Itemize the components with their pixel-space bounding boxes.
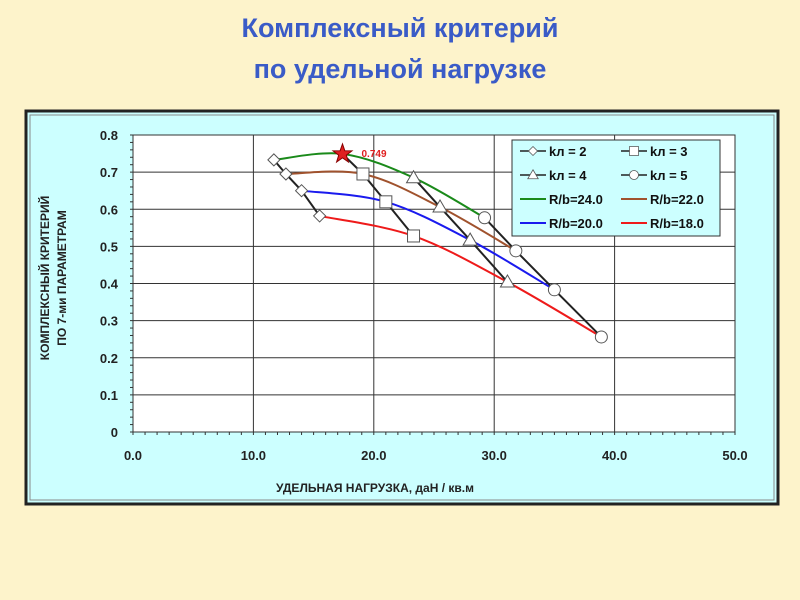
slide-title-line1: Комплексный критерий: [241, 13, 559, 43]
legend-label: R/b=18.0: [650, 216, 704, 231]
legend-item: kл = 5: [621, 168, 688, 183]
y-tick-label: 0.8: [100, 128, 118, 143]
circle-marker: [509, 244, 523, 258]
x-axis-title: УДЕЛЬНАЯ НАГРУЗКА, даН / кв.м: [276, 481, 474, 495]
series-line-20.0: [301, 189, 555, 291]
series-line-kl: [341, 153, 415, 237]
y-tick-label: 0.7: [100, 165, 118, 180]
circle-marker: [547, 283, 561, 297]
slide-title-line2: по удельной нагрузке: [253, 54, 547, 84]
square-marker: [356, 167, 370, 181]
y-tick-label: 0.1: [100, 388, 118, 403]
star-marker-icon: [331, 142, 354, 164]
y-axis-title-line1: КОМПЛЕКСНЫЙ КРИТЕРИЙ: [37, 196, 52, 360]
legend-label: R/b=20.0: [549, 216, 603, 231]
legend-item: R/b=24.0: [520, 192, 603, 207]
x-tick-label: 30.0: [482, 448, 507, 463]
diamond-marker: [279, 167, 293, 181]
diamond-marker: [294, 183, 309, 198]
y-tick-label: 0.5: [100, 239, 118, 254]
triangle-marker: [432, 199, 448, 213]
diamond-marker: [527, 145, 539, 157]
y-tick-label: 0.3: [100, 314, 118, 329]
max-value-label: 0.749: [361, 149, 386, 160]
legend: kл = 2 kл = 3 kл = 4 kл = 5 R/b=24.0 R/b=22.0…: [511, 139, 721, 237]
x-tick-label: 20.0: [361, 448, 386, 463]
series-line-18.0: [319, 214, 602, 338]
y-axis-title-line2: ПО 7-ми ПАРАМЕТРАМ: [55, 210, 69, 345]
legend-label: R/b=22.0: [650, 192, 704, 207]
legend-label: kл = 5: [650, 168, 688, 183]
square-marker: [629, 146, 639, 156]
square-marker: [407, 229, 421, 243]
series-line-kl: [273, 159, 321, 217]
x-tick-label: 50.0: [722, 448, 747, 463]
x-tick-label: 40.0: [602, 448, 627, 463]
diamond-marker: [267, 153, 281, 167]
series-line-22.0: [285, 170, 517, 252]
circle-marker: [478, 211, 492, 225]
x-tick-label: 0.0: [124, 448, 142, 463]
y-tick-label: 0.6: [100, 202, 118, 217]
legend-item: kл = 4: [520, 168, 587, 183]
circle-marker: [629, 170, 639, 180]
y-tick-label: 0.2: [100, 351, 118, 366]
triangle-marker: [462, 232, 478, 246]
plot-border: [132, 134, 736, 433]
triangle-marker: [527, 169, 539, 180]
series-line-kl: [412, 177, 509, 283]
legend-item: R/b=20.0: [520, 216, 603, 231]
triangle-marker: [405, 169, 422, 184]
legend-label: R/b=24.0: [549, 192, 603, 207]
legend-label: kл = 2: [549, 144, 587, 159]
series-line-24.0: [273, 152, 486, 219]
triangle-marker: [499, 274, 516, 288]
legend-label: kл = 4: [549, 168, 587, 183]
circle-marker: [594, 330, 608, 344]
legend-item: kл = 2: [520, 144, 587, 159]
y-tick-label: 0.4: [100, 277, 119, 292]
legend-item: R/b=18.0: [621, 216, 704, 231]
x-tick-label: 10.0: [241, 448, 266, 463]
y-tick-label: 0: [111, 425, 118, 440]
series-line-kl: [483, 217, 603, 338]
legend-item: kл = 3: [621, 144, 688, 159]
diamond-marker: [312, 209, 327, 223]
legend-label: kл = 3: [650, 144, 688, 159]
square-marker: [379, 195, 393, 209]
legend-item: R/b=22.0: [621, 192, 704, 207]
